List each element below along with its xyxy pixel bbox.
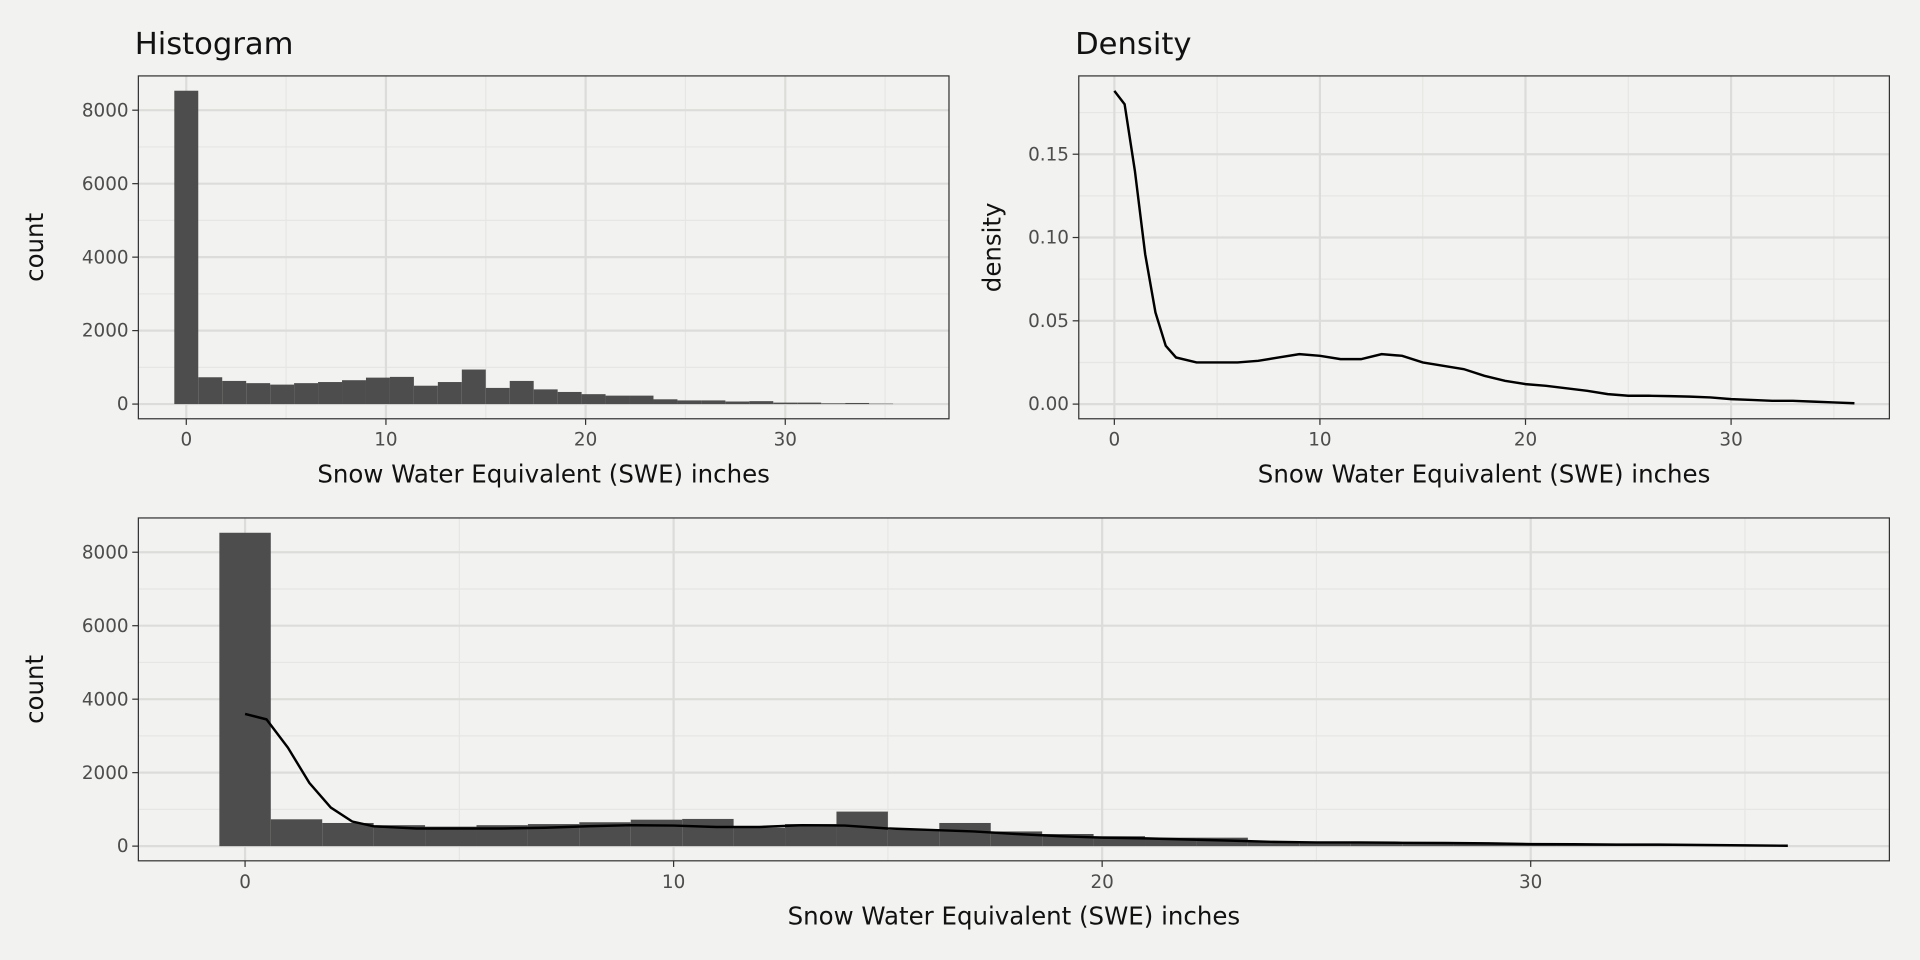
- x-tick-label: 10: [662, 872, 685, 893]
- chart-title: Histogram: [135, 27, 294, 62]
- bar: [653, 399, 678, 405]
- y-tick-label: 0.10: [1028, 228, 1069, 249]
- bar: [630, 819, 683, 847]
- y-tick-label: 2000: [82, 763, 129, 784]
- x-axis-title: Snow Water Equivalent (SWE) inches: [788, 901, 1241, 930]
- bar: [1196, 837, 1248, 847]
- bar: [749, 401, 774, 405]
- y-tick-label: 8000: [82, 542, 129, 563]
- bar: [1145, 837, 1197, 847]
- bar: [1093, 836, 1146, 847]
- bar: [246, 383, 271, 405]
- bar: [1453, 843, 1505, 847]
- density-line: [1113, 90, 1855, 405]
- bar: [527, 824, 580, 847]
- bar: [1299, 842, 1351, 847]
- panel-background: [138, 75, 949, 419]
- bar: [174, 90, 199, 405]
- chart-title: Density: [1075, 27, 1191, 62]
- bar: [682, 818, 734, 847]
- bar: [773, 402, 798, 405]
- x-tick-label: 0: [180, 430, 192, 451]
- bar: [342, 380, 366, 405]
- density-line: [244, 712, 1788, 847]
- y-tick-label: 2000: [82, 321, 129, 342]
- bar: [270, 384, 295, 405]
- bar: [294, 383, 319, 405]
- y-tick-label: 0.05: [1028, 311, 1069, 332]
- panel-background: [1078, 75, 1890, 419]
- bar: [845, 402, 870, 405]
- bar: [270, 819, 323, 847]
- bar: [785, 824, 837, 847]
- bar: [887, 829, 940, 847]
- bar: [581, 394, 606, 405]
- panel-background: [138, 517, 1890, 861]
- bar: [1350, 842, 1403, 847]
- x-tick-label: 30: [1719, 430, 1742, 451]
- x-tick-label: 10: [1308, 430, 1331, 451]
- bar: [605, 395, 630, 405]
- y-tick-label: 6000: [82, 616, 129, 637]
- bar: [733, 827, 786, 847]
- bar: [701, 400, 726, 405]
- bar: [485, 387, 510, 405]
- bar: [322, 822, 374, 847]
- bar: [389, 376, 414, 405]
- y-tick-label: 0.15: [1028, 144, 1069, 165]
- bar: [461, 369, 486, 405]
- bar: [677, 400, 702, 405]
- y-tick-label: 0.00: [1028, 394, 1069, 415]
- x-axis-title: Snow Water Equivalent (SWE) inches: [317, 459, 770, 488]
- bar: [725, 401, 750, 405]
- bar: [437, 382, 462, 405]
- bar: [509, 380, 534, 405]
- x-tick-label: 10: [374, 430, 397, 451]
- y-axis-title: density: [977, 202, 1006, 292]
- bar: [1504, 844, 1557, 847]
- bar: [373, 825, 426, 847]
- y-axis-title: count: [20, 654, 49, 723]
- bar: [222, 380, 247, 405]
- bar: [425, 826, 477, 847]
- y-tick-label: 8000: [82, 100, 129, 121]
- bar: [939, 822, 991, 847]
- panel-border: [137, 75, 950, 420]
- x-tick-label: 30: [1519, 872, 1542, 893]
- bar: [1402, 843, 1454, 847]
- x-tick-label: 30: [774, 430, 797, 451]
- x-tick-label: 0: [239, 872, 251, 893]
- bar: [579, 822, 631, 847]
- y-axis-title: count: [20, 212, 49, 281]
- y-tick-label: 4000: [82, 247, 129, 268]
- bar: [797, 402, 822, 405]
- x-tick-label: 20: [1090, 872, 1113, 893]
- panel-border: [1078, 75, 1890, 420]
- y-tick-label: 6000: [82, 174, 129, 195]
- bar: [1247, 841, 1300, 847]
- bar: [533, 389, 558, 405]
- panel-border: [137, 517, 1890, 862]
- x-tick-label: 20: [1514, 430, 1537, 451]
- y-tick-label: 4000: [82, 689, 129, 710]
- y-tick-label: 0: [117, 836, 129, 857]
- bar: [365, 377, 390, 405]
- x-tick-label: 0: [1108, 430, 1120, 451]
- x-axis-title: Snow Water Equivalent (SWE) inches: [1258, 459, 1711, 488]
- bar: [821, 403, 846, 405]
- bar: [413, 385, 438, 405]
- y-tick-label: 0: [117, 394, 129, 415]
- x-tick-label: 20: [574, 430, 597, 451]
- bar: [476, 825, 528, 847]
- bar: [318, 382, 343, 405]
- bar: [629, 395, 654, 405]
- bar: [198, 377, 223, 405]
- bar: [219, 532, 271, 847]
- bar: [557, 391, 582, 405]
